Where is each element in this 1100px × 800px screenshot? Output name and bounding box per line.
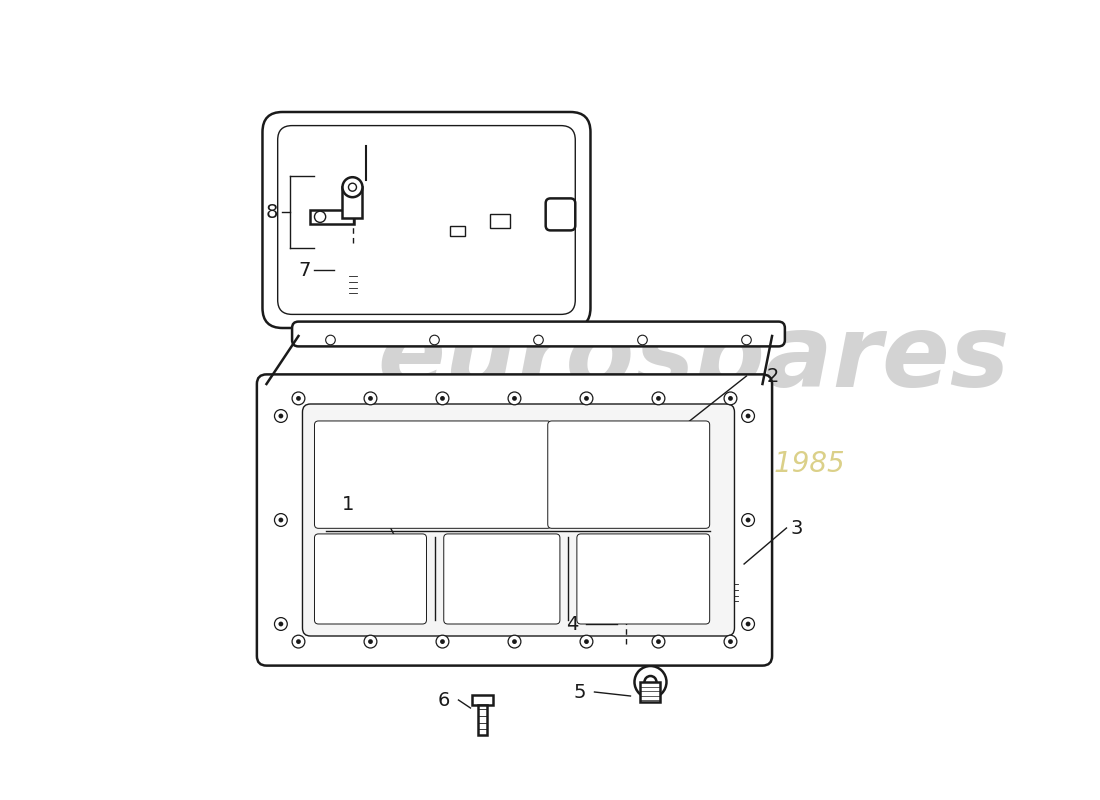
Bar bbox=[491, 214, 510, 228]
Circle shape bbox=[368, 396, 373, 401]
Circle shape bbox=[724, 392, 737, 405]
Text: 3: 3 bbox=[791, 518, 803, 538]
Circle shape bbox=[741, 410, 755, 422]
Bar bbox=[725, 572, 744, 580]
Circle shape bbox=[436, 392, 449, 405]
FancyBboxPatch shape bbox=[257, 374, 772, 666]
Circle shape bbox=[315, 211, 326, 222]
Text: 4: 4 bbox=[566, 614, 579, 634]
Bar bbox=[640, 682, 660, 702]
Circle shape bbox=[296, 639, 301, 644]
Circle shape bbox=[645, 676, 657, 688]
Bar bbox=[342, 187, 363, 218]
Circle shape bbox=[600, 480, 608, 489]
Text: 1: 1 bbox=[342, 494, 354, 514]
Circle shape bbox=[580, 635, 593, 648]
Circle shape bbox=[617, 606, 652, 642]
Circle shape bbox=[278, 518, 284, 522]
Circle shape bbox=[275, 410, 287, 422]
Circle shape bbox=[352, 118, 381, 146]
Circle shape bbox=[638, 335, 647, 345]
FancyBboxPatch shape bbox=[443, 534, 560, 624]
Bar bbox=[343, 264, 362, 272]
Circle shape bbox=[741, 618, 755, 630]
Circle shape bbox=[584, 396, 588, 401]
Circle shape bbox=[275, 618, 287, 630]
Circle shape bbox=[728, 639, 733, 644]
Circle shape bbox=[278, 622, 284, 626]
Bar bbox=[409, 550, 441, 556]
Text: a passion for parts since 1985: a passion for parts since 1985 bbox=[425, 450, 845, 478]
Circle shape bbox=[440, 396, 444, 401]
Circle shape bbox=[364, 392, 377, 405]
Circle shape bbox=[278, 414, 284, 418]
Bar bbox=[417, 556, 434, 587]
Bar bbox=[349, 272, 356, 298]
Circle shape bbox=[293, 392, 305, 405]
FancyBboxPatch shape bbox=[576, 534, 710, 624]
Circle shape bbox=[508, 635, 521, 648]
Circle shape bbox=[430, 335, 439, 345]
Text: 5: 5 bbox=[574, 682, 586, 702]
Circle shape bbox=[534, 335, 543, 345]
Text: 6: 6 bbox=[438, 690, 451, 710]
Circle shape bbox=[513, 639, 517, 644]
Circle shape bbox=[342, 178, 363, 198]
Circle shape bbox=[349, 183, 356, 191]
Circle shape bbox=[508, 392, 521, 405]
Circle shape bbox=[361, 126, 372, 138]
Bar bbox=[451, 226, 465, 236]
Text: 7: 7 bbox=[298, 261, 310, 280]
Bar bbox=[310, 210, 354, 224]
Circle shape bbox=[421, 545, 430, 554]
FancyBboxPatch shape bbox=[546, 198, 575, 230]
Circle shape bbox=[584, 639, 588, 644]
Text: euro: euro bbox=[377, 311, 635, 409]
Circle shape bbox=[724, 635, 737, 648]
Bar bbox=[478, 705, 486, 734]
Circle shape bbox=[628, 618, 641, 630]
FancyBboxPatch shape bbox=[548, 421, 710, 528]
FancyBboxPatch shape bbox=[277, 126, 575, 314]
Text: spares: spares bbox=[635, 311, 1010, 409]
FancyBboxPatch shape bbox=[315, 534, 427, 624]
Circle shape bbox=[364, 635, 377, 648]
Circle shape bbox=[741, 335, 751, 345]
Circle shape bbox=[656, 396, 661, 401]
Circle shape bbox=[513, 396, 517, 401]
Bar bbox=[595, 490, 613, 522]
Circle shape bbox=[741, 514, 755, 526]
Circle shape bbox=[436, 635, 449, 648]
Circle shape bbox=[656, 639, 661, 644]
Circle shape bbox=[635, 666, 667, 698]
Circle shape bbox=[746, 414, 750, 418]
Circle shape bbox=[652, 635, 664, 648]
Bar bbox=[587, 484, 619, 490]
FancyBboxPatch shape bbox=[315, 421, 551, 528]
FancyBboxPatch shape bbox=[293, 322, 785, 346]
Circle shape bbox=[368, 639, 373, 644]
Circle shape bbox=[746, 518, 750, 522]
Circle shape bbox=[296, 396, 301, 401]
Circle shape bbox=[326, 335, 336, 345]
Circle shape bbox=[728, 396, 733, 401]
FancyBboxPatch shape bbox=[263, 112, 591, 328]
FancyBboxPatch shape bbox=[302, 404, 735, 636]
Circle shape bbox=[293, 635, 305, 648]
Circle shape bbox=[275, 514, 287, 526]
Circle shape bbox=[652, 392, 664, 405]
Bar bbox=[730, 580, 738, 606]
Circle shape bbox=[580, 392, 593, 405]
Text: 2: 2 bbox=[767, 366, 779, 386]
Circle shape bbox=[746, 622, 750, 626]
Circle shape bbox=[440, 639, 444, 644]
Bar bbox=[472, 695, 493, 705]
Text: 8: 8 bbox=[266, 202, 278, 222]
